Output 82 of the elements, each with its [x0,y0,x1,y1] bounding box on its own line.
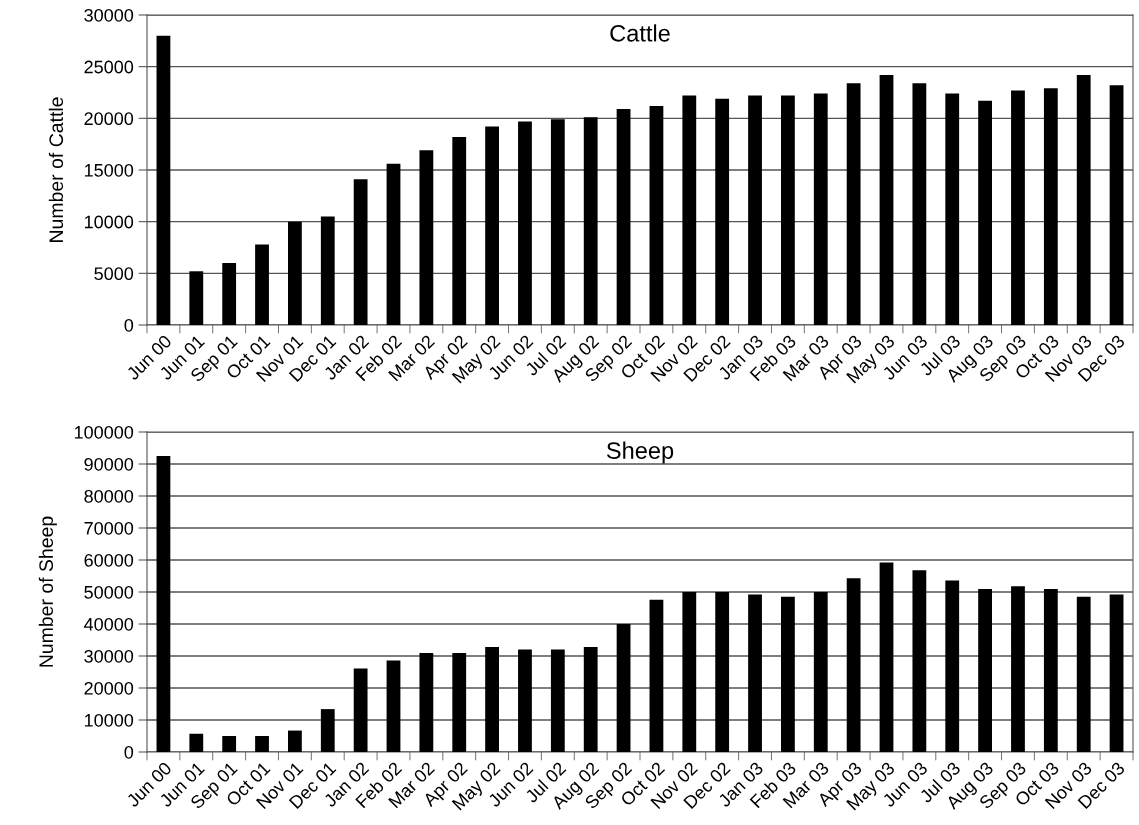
bar [781,596,795,752]
bar [485,647,499,752]
bar [1109,594,1124,752]
bar [879,74,894,325]
bar [550,119,565,325]
bar [485,126,499,325]
bar [682,95,697,325]
bar [616,109,631,325]
bar [879,562,894,752]
bar [288,730,302,752]
bar [386,660,401,752]
y-tick-label: 40000 [84,617,134,631]
bar [156,35,171,325]
y-axis-title: Number of Sheep [38,516,57,667]
bar [945,93,960,325]
bar [1043,589,1058,752]
y-tick-label: 10000 [84,713,134,727]
bar [518,649,532,752]
bar [616,624,631,752]
bar [1043,88,1058,325]
bar [649,105,664,325]
y-tick-label: 30000 [84,8,134,22]
bar [945,580,960,752]
bar [386,163,401,325]
bar [189,271,204,325]
y-tick-label: 30000 [84,649,134,663]
y-axis-title: Number of Cattle [48,97,64,242]
bar [1011,586,1025,752]
bar [649,599,664,752]
y-tick-label: 100000 [74,425,134,439]
bar [156,456,171,752]
bar [748,594,762,752]
y-tick-label: 50000 [84,585,134,599]
bar [419,150,434,325]
bar [452,136,467,325]
bar [978,100,992,325]
bar [320,216,335,325]
bar [748,95,762,325]
bar [320,709,335,752]
bar [419,653,434,752]
bar [682,592,697,752]
y-tick-label: 90000 [84,457,134,471]
chart-title: Cattle [610,24,670,42]
bar [550,649,565,752]
bar [189,733,204,752]
bar [583,117,598,325]
y-tick-label: 80000 [84,489,134,503]
bar [1011,90,1025,325]
y-tick-label: 25000 [84,60,134,74]
y-tick-label: 20000 [84,112,134,126]
bar [353,668,368,752]
y-tick-label: 0 [124,318,134,332]
bar [912,83,927,325]
bar [813,592,828,752]
bar [978,589,992,752]
bar [255,244,269,325]
bar [1076,74,1091,325]
y-tick-label: 10000 [84,215,134,229]
y-tick-label: 20000 [84,681,134,695]
bar [222,736,237,752]
bar [846,83,861,325]
chart-title: Sheep [606,441,674,464]
bar [222,263,237,325]
bar [1076,596,1091,752]
y-tick-label: 5000 [94,267,134,281]
bar [452,653,467,752]
bar [1109,85,1124,325]
bar [781,95,795,325]
bar [353,179,368,325]
y-tick-label: 70000 [84,521,134,535]
bar [715,592,730,752]
bar [846,578,861,752]
bar [255,736,269,752]
bar [288,221,302,325]
bar [912,570,927,752]
bar [813,93,828,325]
y-tick-label: 15000 [84,163,134,177]
bar [715,98,730,325]
bar [583,647,598,752]
y-tick-label: 60000 [84,553,134,567]
bar [518,121,532,325]
y-tick-label: 0 [124,745,134,759]
